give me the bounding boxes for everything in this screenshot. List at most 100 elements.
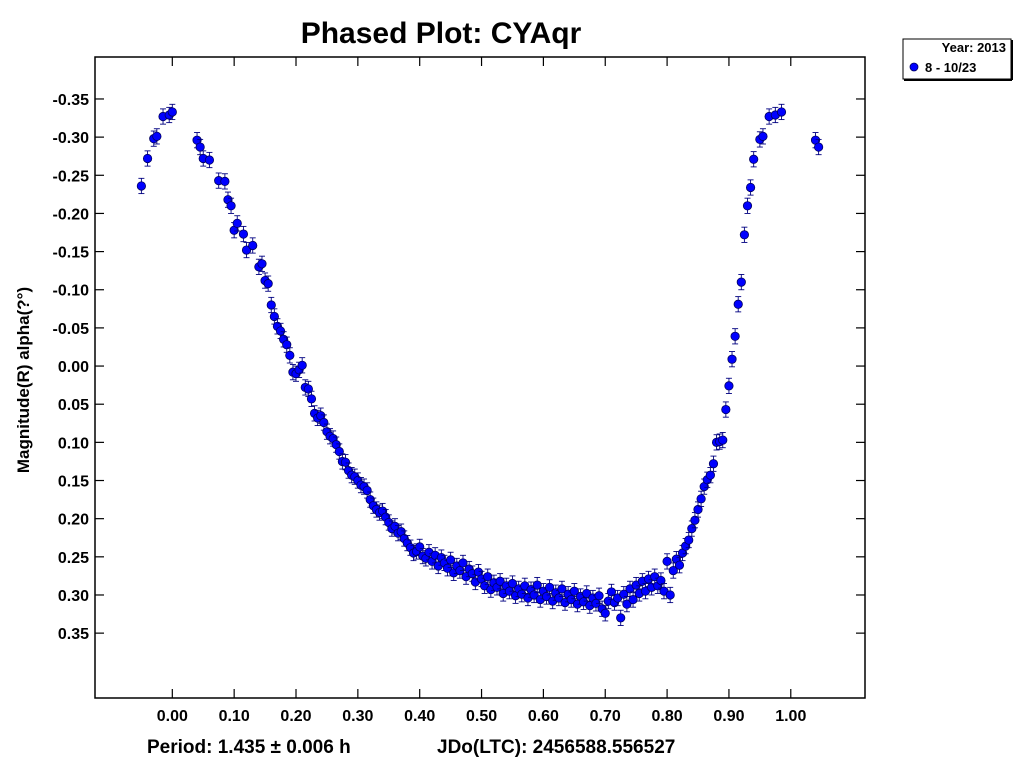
data-point	[736, 274, 746, 291]
legend-title: Year: 2013	[942, 40, 1006, 55]
y-tick-label: 0.35	[58, 626, 89, 643]
data-point	[814, 138, 824, 156]
data-point	[306, 390, 317, 407]
data-point	[600, 605, 610, 622]
data-point	[721, 401, 731, 418]
data-point	[745, 179, 756, 196]
data-point	[594, 587, 604, 604]
data-point	[733, 296, 743, 313]
data-point	[776, 103, 787, 121]
data-points	[136, 103, 824, 626]
data-point	[220, 173, 230, 190]
data-point	[665, 586, 675, 604]
epoch-label: JDo(LTC): 2456588.556527	[437, 737, 675, 758]
x-tick-label: 0.00	[157, 708, 188, 725]
data-point	[458, 554, 468, 572]
data-point	[628, 591, 638, 608]
legend-marker	[909, 62, 919, 72]
data-point	[257, 255, 267, 272]
data-point	[297, 357, 307, 374]
y-tick-label: 0.25	[58, 550, 89, 567]
y-tick-label: -0.30	[53, 130, 90, 147]
data-point	[705, 467, 715, 484]
data-point	[727, 351, 737, 368]
x-tick-label: 0.50	[466, 708, 497, 725]
y-tick-label: 0.05	[58, 397, 89, 414]
x-axis: 0.00 0.10 0.20 0.30 0.40 0.50 0.60 0.70 0.80 0.90…	[157, 57, 806, 725]
data-point	[758, 128, 768, 145]
data-point	[739, 226, 749, 243]
data-point	[677, 544, 688, 562]
legend: Year: 2013 8 - 10/23	[902, 38, 1013, 81]
data-point	[142, 150, 153, 167]
data-point	[718, 431, 728, 449]
x-tick-label: 0.30	[342, 708, 373, 725]
data-point	[668, 562, 678, 579]
x-tick-label: 0.40	[404, 708, 435, 725]
x-tick-label: 0.20	[280, 708, 311, 725]
y-tick-label: 0.10	[58, 435, 89, 452]
y-tick-label: 0.20	[58, 512, 89, 529]
data-point	[248, 237, 258, 254]
data-point	[582, 585, 592, 602]
data-point	[285, 347, 295, 364]
data-point	[569, 583, 579, 600]
data-point	[557, 580, 567, 597]
data-point	[690, 512, 700, 529]
data-point	[693, 501, 703, 518]
data-point	[708, 455, 719, 472]
data-point	[152, 128, 162, 145]
data-point	[616, 609, 626, 626]
data-point	[749, 151, 759, 168]
data-point	[724, 377, 734, 394]
x-tick-label: 0.90	[713, 708, 744, 725]
y-tick-label: 0.30	[58, 588, 89, 605]
data-point	[742, 197, 753, 214]
y-tick-label: -0.15	[53, 245, 90, 262]
data-point	[674, 557, 685, 574]
data-point	[684, 531, 694, 549]
y-tick-label: -0.05	[53, 321, 90, 338]
x-tick-label: 0.80	[652, 708, 683, 725]
data-point	[730, 328, 740, 345]
data-point	[263, 275, 273, 292]
y-tick-label: 0.00	[58, 359, 89, 376]
data-point	[195, 138, 205, 156]
data-point	[241, 241, 252, 259]
data-point	[507, 575, 518, 592]
legend-entry-label: 8 - 10/23	[925, 60, 976, 75]
x-tick-label: 0.10	[219, 708, 250, 725]
data-point	[238, 225, 249, 243]
y-axis-label: Magnitude(R) alpha(?°)	[14, 287, 33, 473]
data-point	[167, 103, 177, 121]
y-axis: -0.35 -0.30 -0.25 -0.20 -0.15 -0.10 -0.05 0.00 0…	[53, 92, 865, 643]
plot-frame	[94, 56, 866, 699]
chart-title: Phased Plot: CYAqr	[301, 17, 582, 50]
data-point	[662, 553, 672, 570]
data-point	[541, 588, 552, 605]
y-tick-label: -0.20	[53, 206, 90, 223]
data-point	[625, 580, 635, 597]
y-tick-label: -0.10	[53, 283, 90, 300]
data-point	[226, 197, 236, 214]
x-tick-label: 0.60	[528, 708, 559, 725]
x-tick-label: 1.00	[775, 708, 806, 725]
period-label: Period: 1.435 ± 0.006 h	[147, 737, 351, 758]
data-point	[554, 589, 564, 607]
data-point	[606, 583, 617, 601]
data-point	[266, 296, 276, 314]
x-tick-label: 0.70	[590, 708, 621, 725]
data-point	[204, 151, 215, 169]
data-point	[473, 564, 484, 581]
data-point	[232, 215, 242, 232]
data-point	[275, 322, 286, 340]
data-point	[483, 568, 493, 585]
data-point	[495, 573, 505, 590]
data-point	[544, 579, 555, 596]
y-tick-label: -0.35	[53, 92, 90, 109]
y-tick-label: 0.15	[58, 474, 89, 491]
data-point	[696, 490, 706, 507]
y-tick-label: -0.25	[53, 168, 90, 185]
data-point	[319, 414, 329, 431]
